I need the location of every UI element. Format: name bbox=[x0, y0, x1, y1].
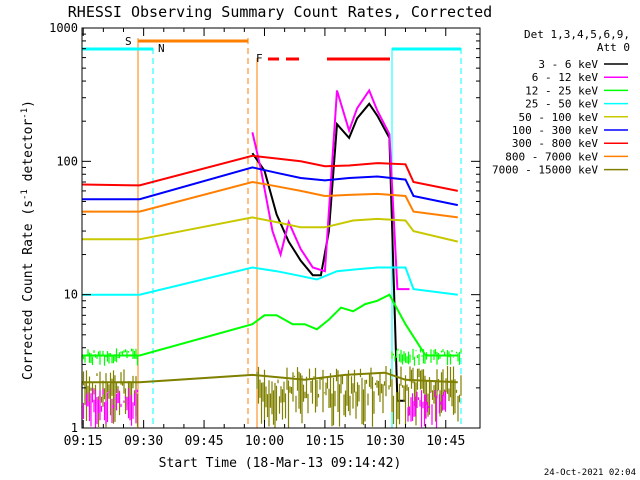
y-tick-label: 1 bbox=[71, 421, 78, 435]
chart-title: RHESSI Observing Summary Count Rates, Co… bbox=[68, 3, 492, 21]
x-axis-label: Start Time (18-Mar-13 09:14:42) bbox=[159, 456, 402, 471]
series-line-1 bbox=[251, 102, 406, 402]
timestamp: 24-Oct-2021 02:04 bbox=[544, 468, 636, 478]
series-line-5 bbox=[82, 216, 459, 243]
series-line-8 bbox=[82, 180, 458, 219]
y-tick-label: 10 bbox=[64, 288, 78, 302]
legend-label-9: 7000 - 15000 keV bbox=[492, 164, 598, 177]
x-tick-label: 09:45 bbox=[184, 434, 223, 449]
noise-band-4 bbox=[391, 366, 462, 428]
ylabel-part-1: Corrected Count Rate (s bbox=[21, 200, 36, 380]
legend-label-1: 3 - 6 keV bbox=[538, 58, 598, 71]
noise-band-1 bbox=[81, 369, 139, 428]
legend-label-4: 25 - 50 keV bbox=[525, 98, 598, 111]
legend-label-3: 12 - 25 keV bbox=[525, 84, 598, 97]
plot-area: S N F 1 10 100 1000 09:15 09:30 09:45 10:00 10:… bbox=[49, 21, 481, 449]
plot-frame bbox=[81, 27, 481, 429]
legend-label-8: 800 - 7000 keV bbox=[505, 150, 598, 163]
noise-band-5 bbox=[407, 390, 447, 428]
observation-markers: S N F bbox=[82, 35, 462, 428]
y-tick-label: 1000 bbox=[49, 21, 78, 35]
series-line-4 bbox=[82, 266, 458, 296]
noise-band-3 bbox=[256, 366, 392, 428]
noise-layer bbox=[81, 348, 462, 428]
legend-header-2: Att 0 bbox=[597, 41, 630, 54]
y-tick-label: 100 bbox=[56, 154, 78, 168]
flare-label: F bbox=[256, 52, 263, 65]
series-line-7 bbox=[81, 154, 458, 192]
series-line-3 bbox=[82, 293, 458, 357]
svg-text:Corrected Count Rate (s-1 dete: Corrected Count Rate (s-1 detector-1) bbox=[20, 100, 36, 380]
series-line-9 bbox=[82, 371, 458, 384]
series-layer bbox=[81, 88, 459, 402]
night-label: N bbox=[158, 42, 165, 55]
x-ticks: 09:15 09:30 09:45 10:00 10:15 10:30 10:45 bbox=[64, 28, 465, 449]
x-tick-label: 10:45 bbox=[426, 434, 465, 449]
y-ticks: 1 10 100 1000 bbox=[49, 21, 480, 435]
legend-label-2: 6 - 12 keV bbox=[532, 71, 599, 84]
ylabel-sup-2: -1 bbox=[20, 108, 30, 119]
legend-label-6: 100 - 300 keV bbox=[512, 124, 598, 137]
x-tick-label: 10:00 bbox=[245, 434, 284, 449]
series-line-2 bbox=[251, 88, 410, 291]
ylabel-part-2: detector bbox=[21, 119, 36, 190]
x-tick-label: 10:30 bbox=[366, 434, 405, 449]
x-tick-label: 09:30 bbox=[124, 434, 163, 449]
noise-band-6 bbox=[81, 348, 139, 366]
legend-header-1: Det 1,3,4,5,6,9, bbox=[524, 28, 630, 41]
x-tick-label: 09:15 bbox=[64, 434, 103, 449]
y-axis-label: Corrected Count Rate (s-1 detector-1) bbox=[20, 100, 36, 380]
ylabel-sup-1: -1 bbox=[20, 189, 30, 200]
noise-band-7 bbox=[391, 348, 462, 366]
ylabel-part-3: ) bbox=[21, 100, 36, 108]
saa-label: S bbox=[125, 35, 132, 48]
x-tick-label: 10:15 bbox=[305, 434, 344, 449]
legend-label-5: 50 - 100 keV bbox=[519, 111, 599, 124]
series-line-6 bbox=[82, 166, 459, 207]
legend-label-7: 300 - 800 keV bbox=[512, 137, 598, 150]
noise-band-2 bbox=[81, 388, 139, 428]
